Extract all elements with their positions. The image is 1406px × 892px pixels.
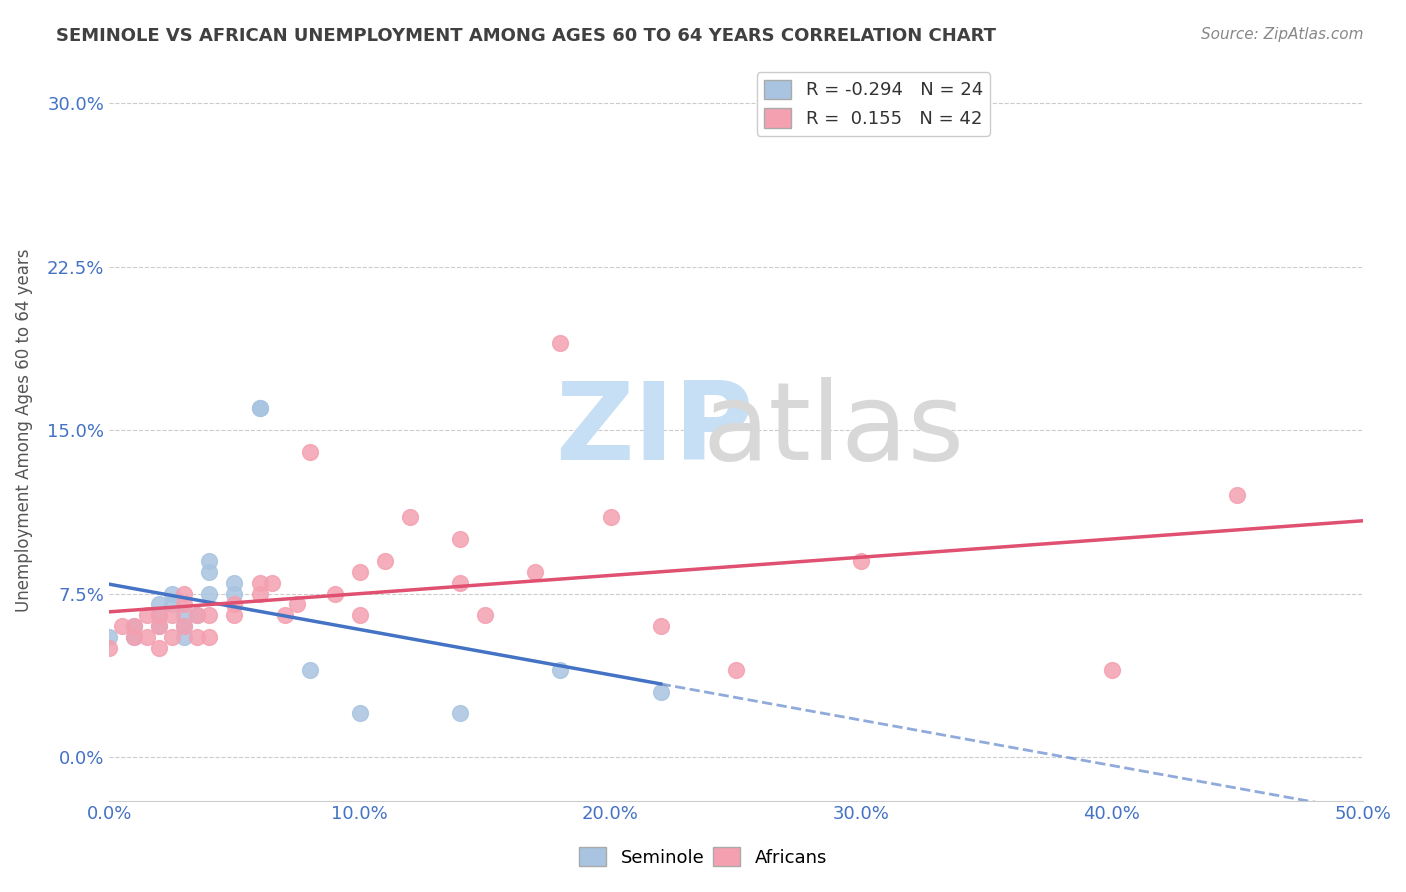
Point xyxy=(349,608,371,623)
Point xyxy=(224,608,246,623)
Point xyxy=(198,608,221,623)
Point xyxy=(198,586,221,600)
Point xyxy=(148,608,170,623)
Point xyxy=(449,706,471,721)
Text: Source: ZipAtlas.com: Source: ZipAtlas.com xyxy=(1201,27,1364,42)
Text: atlas: atlas xyxy=(703,377,965,483)
Point xyxy=(173,619,195,633)
Point xyxy=(224,586,246,600)
Point xyxy=(349,706,371,721)
Point xyxy=(98,641,121,656)
Point xyxy=(449,575,471,590)
Point xyxy=(173,619,195,633)
Point xyxy=(599,510,621,524)
Text: SEMINOLE VS AFRICAN UNEMPLOYMENT AMONG AGES 60 TO 64 YEARS CORRELATION CHART: SEMINOLE VS AFRICAN UNEMPLOYMENT AMONG A… xyxy=(56,27,997,45)
Point xyxy=(851,554,873,568)
Point xyxy=(148,608,170,623)
Point xyxy=(650,619,672,633)
Point xyxy=(724,663,747,677)
Point xyxy=(173,598,195,612)
Point xyxy=(249,586,271,600)
Point xyxy=(135,608,157,623)
Point xyxy=(249,575,271,590)
Point xyxy=(298,663,321,677)
Point xyxy=(198,630,221,644)
Point xyxy=(374,554,396,568)
Y-axis label: Unemployment Among Ages 60 to 64 years: Unemployment Among Ages 60 to 64 years xyxy=(15,248,32,612)
Point xyxy=(273,608,295,623)
Point xyxy=(148,619,170,633)
Point xyxy=(262,575,284,590)
Point xyxy=(160,608,183,623)
Point xyxy=(249,401,271,416)
Point xyxy=(224,575,246,590)
Point xyxy=(198,565,221,579)
Point xyxy=(249,401,271,416)
Point xyxy=(122,630,145,644)
Point xyxy=(524,565,547,579)
Point xyxy=(186,608,208,623)
Point xyxy=(122,630,145,644)
Point xyxy=(550,663,572,677)
Point xyxy=(160,630,183,644)
Point xyxy=(198,554,221,568)
Point xyxy=(148,619,170,633)
Point xyxy=(148,598,170,612)
Point xyxy=(449,532,471,546)
Point xyxy=(160,598,183,612)
Point xyxy=(122,619,145,633)
Point xyxy=(160,586,183,600)
Point xyxy=(111,619,134,633)
Point xyxy=(650,684,672,698)
Point xyxy=(550,335,572,350)
Point xyxy=(349,565,371,579)
Text: ZIP: ZIP xyxy=(555,377,754,483)
Point xyxy=(122,619,145,633)
Point xyxy=(186,630,208,644)
Point xyxy=(173,586,195,600)
Point xyxy=(474,608,496,623)
Point xyxy=(399,510,422,524)
Point xyxy=(186,608,208,623)
Point xyxy=(173,608,195,623)
Point xyxy=(98,630,121,644)
Legend: Seminole, Africans: Seminole, Africans xyxy=(572,840,834,874)
Point xyxy=(135,630,157,644)
Point xyxy=(148,641,170,656)
Point xyxy=(173,630,195,644)
Point xyxy=(285,598,308,612)
Point xyxy=(1101,663,1123,677)
Legend: R = -0.294   N = 24, R =  0.155   N = 42: R = -0.294 N = 24, R = 0.155 N = 42 xyxy=(756,72,990,136)
Point xyxy=(323,586,346,600)
Point xyxy=(298,445,321,459)
Point xyxy=(224,598,246,612)
Point xyxy=(1226,488,1249,502)
